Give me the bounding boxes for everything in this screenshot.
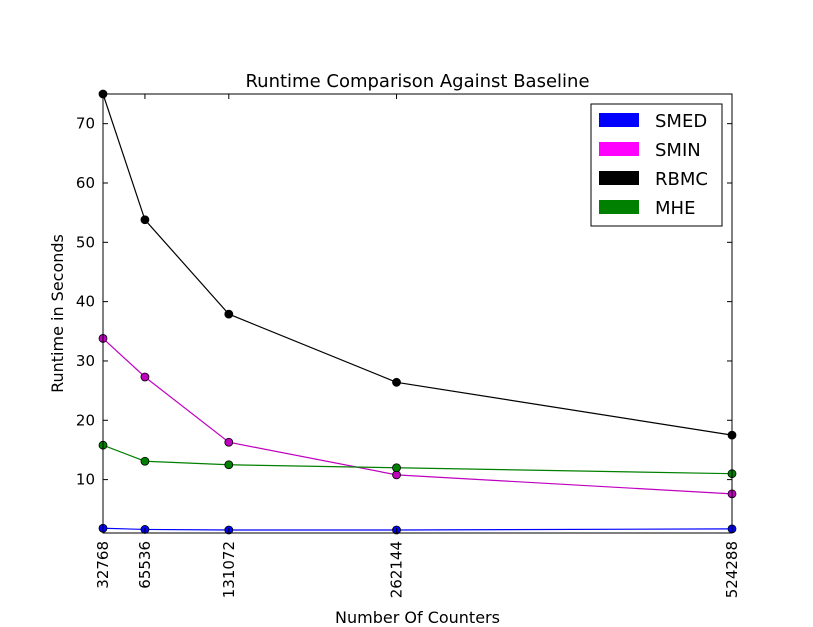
data-point-smin bbox=[140, 372, 150, 382]
legend-label-rbmc: RBMC bbox=[655, 169, 708, 190]
x-axis-label: Number Of Counters bbox=[335, 608, 500, 627]
x-tick-label: 32768 bbox=[94, 541, 112, 589]
x-tick-label: 131072 bbox=[220, 541, 238, 598]
y-tick-label: 10 bbox=[76, 471, 95, 489]
x-tick-label: 65536 bbox=[136, 541, 154, 589]
legend-label-mhe: MHE bbox=[655, 198, 695, 219]
legend-swatch-rbmc bbox=[599, 171, 639, 185]
series-layer bbox=[98, 89, 737, 535]
data-point-rbmc bbox=[392, 377, 401, 387]
data-point-mhe bbox=[224, 460, 234, 470]
plot-frame bbox=[102, 93, 733, 534]
data-point-rbmc bbox=[140, 215, 150, 225]
y-tick-label: 60 bbox=[76, 174, 95, 192]
x-tick-label: 524288 bbox=[723, 541, 741, 598]
data-point-mhe bbox=[392, 463, 401, 473]
legend-label-smin: SMIN bbox=[655, 140, 701, 161]
x-tick-label: 262144 bbox=[388, 541, 406, 598]
data-point-rbmc bbox=[224, 309, 234, 319]
legend-swatch-mhe bbox=[599, 200, 639, 214]
series-line-smed bbox=[102, 527, 733, 531]
series-line-smin bbox=[102, 337, 733, 495]
y-tick-label: 20 bbox=[76, 411, 95, 429]
series-smin bbox=[98, 334, 737, 499]
series-mhe bbox=[98, 440, 737, 479]
legend-swatch-smin bbox=[599, 142, 639, 156]
tick-layer: 10 20 30 40 50 60 70 32768 65536 131072 262144 5242… bbox=[76, 94, 741, 598]
y-axis-label: Runtime in Seconds bbox=[48, 234, 67, 393]
chart-title: Runtime Comparison Against Baseline bbox=[245, 71, 589, 92]
legend-swatch-smed bbox=[599, 113, 639, 127]
legend-label-smed: SMED bbox=[655, 111, 707, 132]
series-rbmc bbox=[98, 89, 737, 440]
legend: SMED SMIN RBMC MHE bbox=[590, 103, 723, 227]
series-line-mhe bbox=[102, 444, 733, 475]
y-tick-label: 70 bbox=[76, 115, 95, 133]
y-tick-label: 50 bbox=[76, 233, 95, 251]
data-point-mhe bbox=[140, 456, 150, 466]
data-point-smin bbox=[224, 437, 234, 447]
y-tick-label: 30 bbox=[76, 352, 95, 370]
y-tick-label: 40 bbox=[76, 293, 95, 311]
